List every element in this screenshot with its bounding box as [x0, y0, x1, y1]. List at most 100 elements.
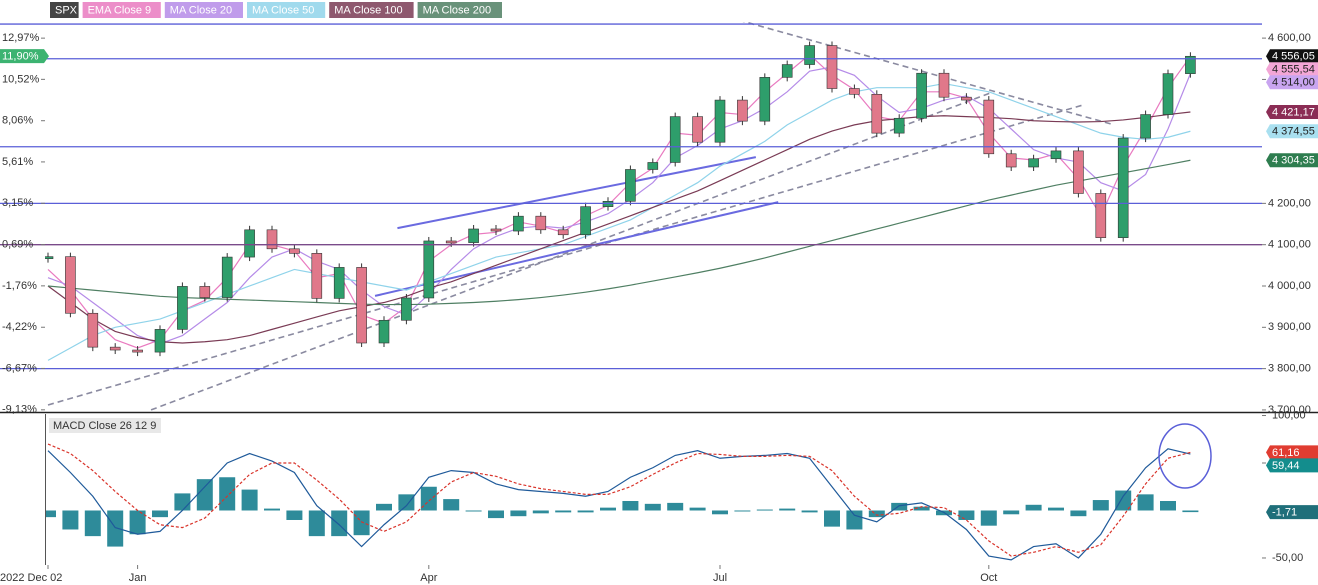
candle [737, 99, 748, 122]
histogram-bar [398, 494, 415, 511]
candle [759, 77, 771, 122]
x-tick-label: Jul [713, 572, 727, 584]
candle [177, 286, 188, 330]
histogram-bar [756, 509, 773, 511]
x-tick-label: 2022 Dec 02 [0, 572, 62, 584]
candle [356, 267, 367, 344]
candle [513, 215, 524, 232]
histogram-bar [891, 502, 908, 511]
ma-line [47, 111, 1191, 344]
signal-line [47, 443, 1191, 557]
legend-box [164, 2, 243, 18]
value-tag-label: 61,16 [1272, 447, 1300, 459]
histogram-bar [712, 510, 728, 515]
candle [625, 169, 636, 202]
candle [1050, 150, 1062, 160]
x-tick-label: Oct [980, 572, 997, 584]
candle [983, 99, 995, 155]
histogram-bar [107, 510, 124, 547]
histogram-bar [555, 510, 572, 513]
price-tag [1266, 153, 1318, 168]
highlight-circle [1158, 423, 1212, 489]
candle [221, 256, 233, 298]
histogram-bar [577, 510, 594, 513]
y-tick-label: 4 000,00 [1268, 280, 1311, 292]
candle [893, 117, 905, 134]
x-tick-label: Jan [129, 572, 147, 584]
candle [557, 229, 569, 236]
value-tag [1266, 458, 1318, 473]
candle [199, 286, 211, 298]
candle [1185, 55, 1196, 74]
candle [423, 240, 435, 299]
y-tick-label: 3 700,00 [1268, 404, 1311, 416]
candle [826, 45, 838, 89]
value-tag-label: -1,71 [1272, 507, 1297, 519]
candle [647, 162, 659, 170]
histogram-bar [824, 510, 840, 527]
y2-tick-label: 8,06% [2, 115, 33, 127]
y2-tick-label: 12,97% [2, 32, 40, 44]
candle [535, 215, 547, 231]
candle [87, 312, 99, 348]
trend-line [374, 201, 779, 297]
candle [266, 229, 278, 250]
value-tag-label: 59,44 [1272, 460, 1300, 472]
candle [154, 329, 166, 353]
candle [1073, 150, 1084, 194]
histogram-bar [331, 510, 348, 537]
histogram-bar [1160, 500, 1176, 511]
candle [1005, 153, 1017, 168]
histogram-bar [532, 510, 549, 514]
candle [961, 96, 972, 101]
y2-tick-label: -4,22% [2, 321, 37, 333]
histogram-bar [980, 510, 997, 526]
histogram-bar [846, 510, 863, 530]
histogram-bar [1182, 510, 1199, 513]
price-tag [1266, 104, 1318, 119]
candle [1140, 114, 1151, 139]
y2-tick-label: -6,67% [2, 362, 37, 374]
histogram-bar [353, 510, 370, 536]
candle [781, 64, 793, 78]
legend-label: MA Close 200 [423, 4, 491, 16]
price-tag-label: 4 555,54 [1272, 64, 1315, 76]
price-tag-label: 4 304,35 [1272, 155, 1315, 167]
trend-line [742, 22, 1115, 126]
candle [333, 267, 345, 299]
histogram-bar [62, 510, 79, 530]
candle [109, 346, 121, 351]
histogram-bar [868, 510, 885, 518]
histogram-bar [1137, 494, 1154, 511]
histogram-bar [152, 510, 168, 518]
histogram-bar [689, 507, 706, 511]
price-tag-label: 4 421,17 [1272, 106, 1315, 118]
candle [1162, 73, 1174, 115]
candle [1095, 193, 1107, 238]
y2-tick-label: 10,52% [2, 73, 40, 85]
legend-box [50, 2, 79, 18]
candle [1028, 158, 1039, 168]
candle [692, 116, 703, 143]
candle [311, 253, 323, 299]
y2-tick-label: 0,69% [2, 239, 33, 251]
histogram-bar [801, 510, 818, 513]
ma-line [47, 159, 1191, 306]
candle [938, 72, 950, 98]
y-tick-label: 4 600,00 [1268, 32, 1311, 44]
legend-label: MA Close 20 [170, 4, 232, 16]
histogram-bar [376, 503, 392, 511]
price-tag [1266, 75, 1318, 90]
candle [490, 228, 502, 232]
histogram-bar [644, 503, 661, 511]
histogram-bar [958, 510, 975, 520]
histogram-bar [420, 486, 437, 511]
price-tag-label: 11,90% [2, 51, 39, 63]
candle [714, 99, 726, 143]
histogram-bar [196, 479, 213, 511]
trend-line [397, 156, 757, 230]
legend-label: MA Close 50 [252, 4, 314, 16]
y-tick-label: 3 800,00 [1268, 363, 1311, 375]
histogram-bar [1092, 500, 1109, 511]
